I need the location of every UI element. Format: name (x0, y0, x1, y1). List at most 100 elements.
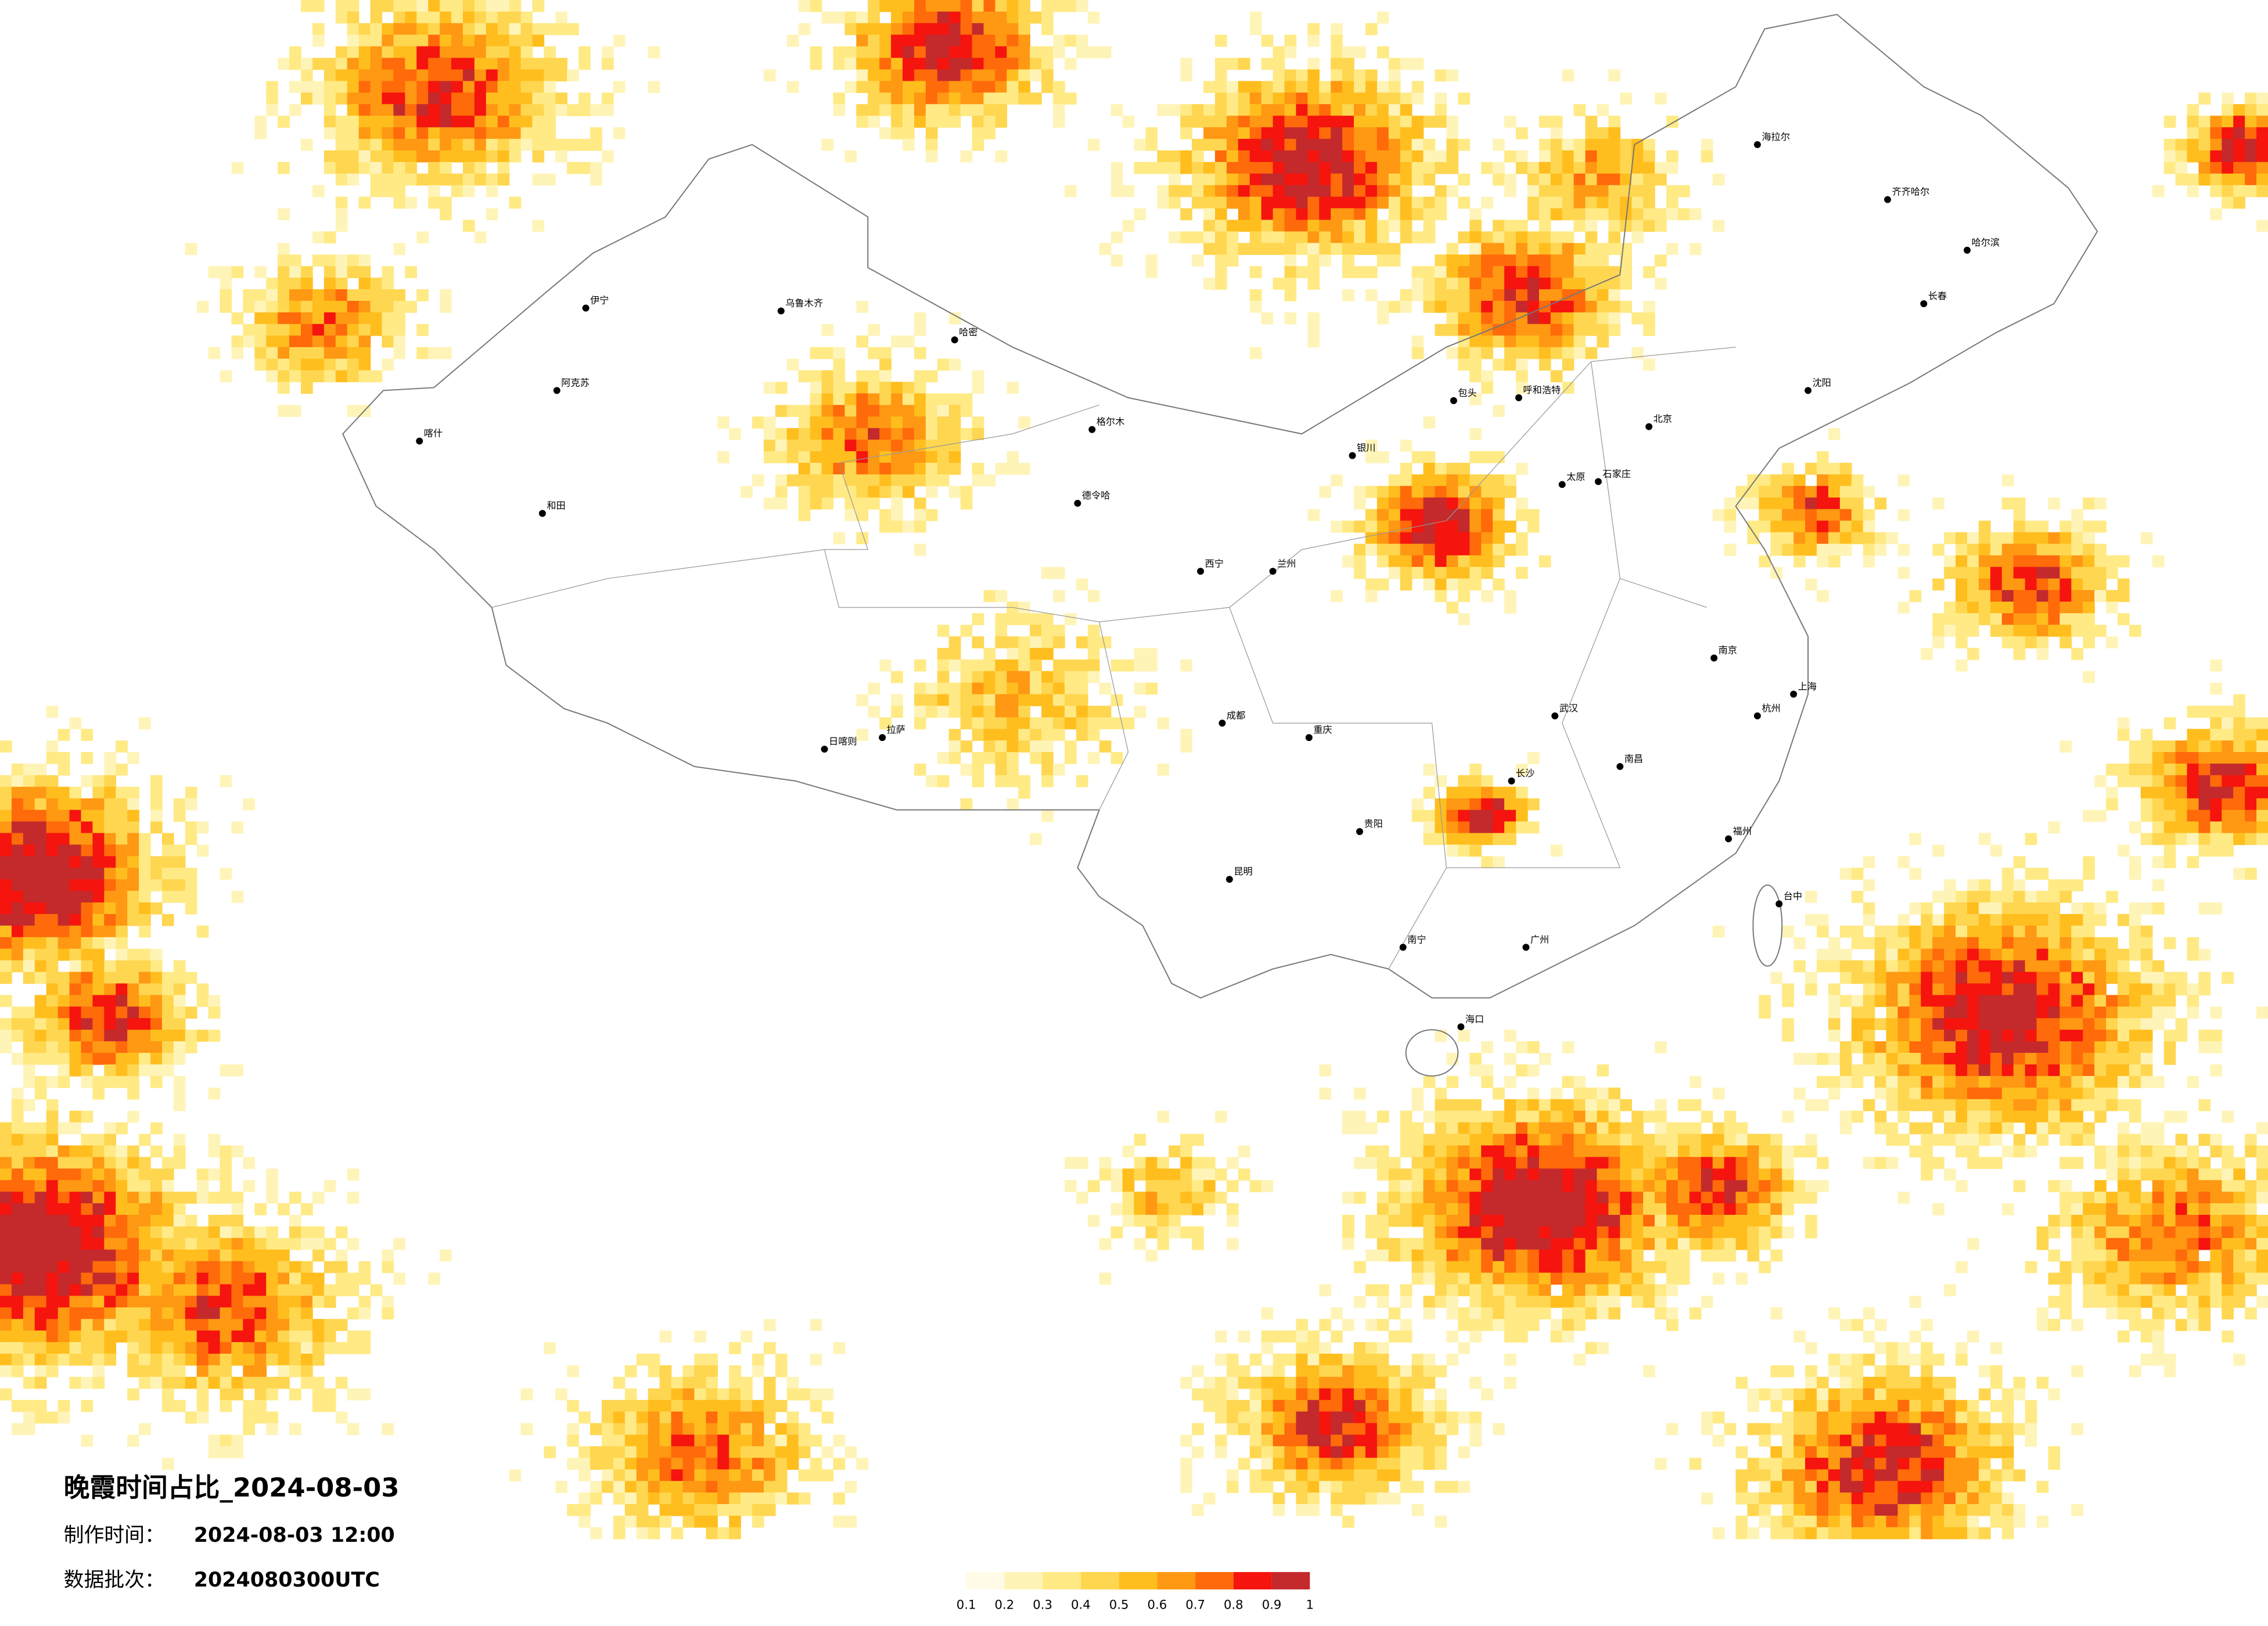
cloud-cell (81, 995, 94, 1008)
cloud-cell (1180, 1157, 1192, 1170)
cloud-cell (1180, 127, 1192, 139)
cloud-cell (1978, 937, 1991, 949)
cloud-cell (266, 1249, 278, 1262)
cloud-cell (1967, 1134, 1979, 1146)
cloud-cell (1446, 509, 1459, 521)
cloud-cell (34, 1226, 47, 1239)
cloud-cell (1909, 1099, 1922, 1111)
cloud-cell (1956, 925, 1968, 938)
cloud-cell (1238, 81, 1250, 93)
cloud-cell (2152, 810, 2165, 822)
cloud-cell (139, 983, 151, 996)
cloud-cell (474, 173, 487, 186)
cloud-cell (0, 821, 12, 834)
cloud-cell (1493, 821, 1505, 834)
cloud-cell (324, 116, 336, 128)
cloud-cell (1376, 520, 1389, 533)
cloud-cell (2245, 92, 2257, 105)
cloud-cell (1411, 1238, 1424, 1250)
cloud-cell (948, 706, 961, 718)
cloud-cell (161, 1203, 174, 1215)
cloud-cell (1608, 278, 1621, 290)
cloud-cell (995, 23, 1008, 35)
cloud-cell (1515, 1134, 1528, 1146)
cloud-cell (0, 798, 12, 811)
cloud-cell (324, 301, 336, 313)
cloud-cell (0, 1296, 12, 1308)
cloud-cell (1493, 544, 1505, 556)
cloud-cell (856, 23, 869, 35)
cloud-cell (879, 440, 892, 452)
cloud-cell (335, 266, 348, 278)
cloud-cell (23, 1157, 35, 1170)
cloud-cell (1261, 1180, 1274, 1192)
cloud-cell (81, 1064, 94, 1077)
cloud-cell (1307, 231, 1320, 244)
cloud-cell (2256, 729, 2268, 741)
cloud-cell (1388, 127, 1401, 139)
cloud-cell (1816, 509, 1829, 521)
cloud-cell (57, 821, 70, 834)
cloud-cell (2094, 1214, 2107, 1227)
cloud-cell (1956, 659, 1968, 672)
cloud-cell (1631, 1157, 1644, 1170)
cloud-cell (613, 127, 626, 139)
cloud-cell (972, 382, 984, 394)
cloud-cell (428, 0, 440, 12)
cloud-cell (2210, 752, 2223, 764)
cloud-cell (1400, 440, 1412, 452)
cloud-cell (1469, 532, 1482, 545)
cloud-cell (1169, 196, 1181, 209)
cloud-cell (868, 370, 880, 383)
cloud-cell (312, 1284, 325, 1297)
cloud-cell (1446, 323, 1459, 336)
cloud-cell (1701, 1192, 1713, 1204)
cloud-cell (208, 1030, 221, 1042)
cloud-cell (1411, 81, 1424, 93)
cloud-cell (57, 925, 70, 938)
cloud-cell (416, 231, 429, 244)
cloud-cell (2001, 1075, 2014, 1088)
cloud-cell (856, 416, 869, 429)
cloud-cell (1481, 266, 1493, 278)
cloud-cell (2233, 763, 2245, 776)
cloud-cell (1493, 520, 1505, 533)
cloud-cell (289, 1284, 301, 1297)
cloud-cell (1157, 1157, 1170, 1170)
cloud-cell (1469, 1110, 1482, 1123)
cloud-cell (1376, 127, 1389, 139)
cloud-cell (903, 382, 915, 394)
cloud-cell (2094, 1157, 2107, 1170)
cloud-cell (1585, 1145, 1598, 1158)
cloud-cell (69, 891, 82, 903)
cloud-cell (2025, 1053, 2037, 1065)
cloud-cell (1978, 1099, 1991, 1111)
cloud-cell (972, 682, 984, 695)
cloud-cell (1087, 590, 1100, 602)
cloud-cell (92, 856, 105, 869)
cloud-cell (960, 405, 973, 417)
cloud-cell (1573, 266, 1586, 278)
cloud-cell (173, 879, 186, 891)
cloud-cell (509, 57, 522, 70)
cloud-cell (1527, 1238, 1540, 1250)
cloud-cell (1446, 578, 1459, 591)
cloud-cell (1435, 474, 1447, 487)
cloud-cell (2187, 116, 2199, 128)
cloud-cell (1550, 1226, 1563, 1239)
cloud-cell (1677, 1226, 1690, 1239)
cloud-cell (1597, 243, 1609, 256)
cloud-cell (856, 474, 869, 487)
cloud-cell (833, 57, 846, 70)
cloud-cell (1515, 1064, 1528, 1077)
cloud-cell (2175, 752, 2188, 764)
cloud-cell (1527, 161, 1540, 174)
cloud-cell (2222, 717, 2234, 729)
cloud-cell (1608, 220, 1621, 232)
cloud-cell (1527, 254, 1540, 267)
cloud-cell (116, 1192, 128, 1204)
cloud-cell (602, 104, 614, 116)
cloud-cell (1458, 347, 1471, 359)
cloud-cell (1169, 1168, 1181, 1181)
cloud-cell (1493, 1134, 1505, 1146)
